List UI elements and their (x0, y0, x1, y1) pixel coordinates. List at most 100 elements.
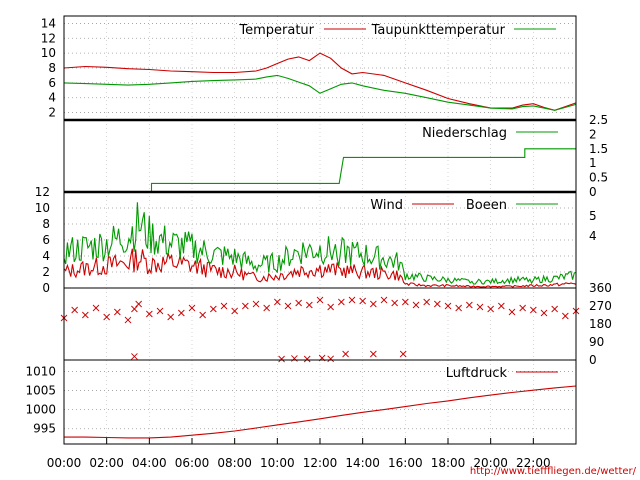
winddir-ytick-label: 360 (589, 281, 612, 295)
legend-boeen-label: Boeen (466, 198, 507, 213)
winddir-point (242, 302, 249, 310)
wind-series-line-1 (63, 202, 577, 285)
x-tick-label: 22:00 (516, 456, 551, 470)
temp-ytick-label: 6 (48, 76, 56, 90)
x-tick-label: 16:00 (388, 456, 423, 470)
pressure-series-line (64, 385, 577, 439)
wind-ytick-label: 8 (42, 217, 50, 231)
winddir-point (210, 305, 217, 313)
winddir-point (263, 304, 270, 312)
x-tick-label: 06:00 (175, 456, 210, 470)
wind-ytick-label: 6 (42, 233, 50, 247)
winddir-point (391, 299, 398, 307)
pressure-ytick-label: 1000 (25, 403, 56, 417)
winddir-point (71, 306, 78, 314)
x-tick-label: 02:00 (89, 456, 124, 470)
winddir-point (316, 296, 324, 304)
winddir-point (327, 303, 334, 311)
winddir-point (530, 306, 537, 314)
winddir-point (540, 309, 548, 317)
winddir-point (188, 304, 196, 312)
legend-temperatur-label: Temperatur (238, 23, 314, 38)
legend-taupunkt-label: Taupunkttemperatur (371, 23, 506, 38)
winddir-point (284, 302, 292, 310)
winddir-point (412, 301, 420, 309)
winddir-point (199, 311, 206, 319)
winddir-point (295, 299, 302, 307)
winddir-point (178, 309, 185, 317)
winddir-point (359, 297, 366, 305)
legend-niederschlag-label: Niederschlag (422, 126, 507, 141)
winddir-point (444, 302, 452, 310)
winddir-point (338, 298, 345, 306)
winddir-ytick-label: 180 (589, 317, 612, 331)
wind-ytick-label: 4 (42, 249, 50, 263)
winddir-point (423, 298, 430, 306)
wind-series-line-0 (63, 248, 577, 288)
winddir-point (146, 310, 153, 318)
rain-ytick-label: 0.5 (589, 171, 608, 185)
winddir-point (399, 350, 407, 358)
winddir-point (103, 313, 110, 321)
winddir-point (303, 355, 311, 363)
temp-series-line-1 (63, 74, 577, 111)
wind-ytick-label: 0 (42, 281, 50, 295)
x-tick-label: 12:00 (303, 456, 338, 470)
temp-series-line-0 (63, 52, 577, 111)
rain-ytick-label: 1.5 (589, 142, 608, 156)
pressure-ytick-label: 1010 (25, 364, 56, 378)
rain-ytick-label: 0 (589, 185, 597, 199)
winddir-point (342, 350, 349, 358)
winddir-point (124, 316, 132, 324)
winddir-point (131, 353, 138, 360)
winddir-point (114, 308, 121, 316)
x-tick-label: 18:00 (431, 456, 466, 470)
legend-luftdruck-label: Luftdruck (446, 366, 508, 381)
x-tick-label: 10:00 (260, 456, 295, 470)
winddir-ytick-label: 270 (589, 299, 612, 313)
winddir-point (82, 311, 89, 319)
pressure-ytick-label: 1005 (25, 384, 56, 398)
legend-layer: Temperatur Taupunkttemperatur Niederschl… (238, 23, 636, 477)
winddir-point (519, 304, 526, 312)
winddir-point (135, 300, 142, 308)
winddir-point (508, 308, 516, 316)
wind-ytick-label: 2 (42, 265, 50, 279)
winddir-point (434, 300, 441, 308)
temp-ytick-label: 12 (41, 31, 56, 45)
pressure-ytick-label: 995 (33, 422, 56, 436)
winddir-point (156, 307, 164, 315)
winddir-ytick-label: 0 (589, 353, 597, 367)
temp-ytick-label: 14 (41, 16, 56, 30)
winddir-point (167, 313, 174, 321)
x-tick-label: 00:00 (47, 456, 82, 470)
temp-ytick-label: 8 (48, 61, 56, 75)
temp-ytick-label: 2 (48, 106, 56, 120)
x-tick-label: 20:00 (473, 456, 508, 470)
winddir-point (348, 296, 356, 304)
winddir-point (498, 302, 505, 310)
winddir-point (466, 301, 473, 309)
rain-ytick-label: 2.5 (589, 113, 608, 127)
winddir-point (562, 312, 569, 320)
x-tick-label: 08:00 (217, 456, 252, 470)
winddir-point (370, 300, 377, 308)
temp-ytick-label: 10 (41, 46, 56, 60)
winddir-point (278, 355, 285, 363)
winddir-point (551, 305, 558, 313)
winddir-point (274, 298, 281, 306)
winddir-point (231, 307, 238, 315)
legend-wind-label: Wind (370, 198, 403, 213)
rain-series-line (64, 148, 576, 193)
temp-ytick-label: 4 (48, 91, 56, 105)
winddir-ytick-label: 90 (589, 335, 604, 349)
wind-right-ytick-label: 5 (589, 209, 597, 223)
x-tick-label: 14:00 (345, 456, 380, 470)
rain-ytick-label: 2 (589, 127, 597, 141)
winddir-point (370, 350, 377, 358)
winddir-point (92, 304, 100, 312)
winddir-point (476, 303, 484, 311)
winddir-point (380, 296, 388, 304)
winddir-point (402, 298, 409, 306)
